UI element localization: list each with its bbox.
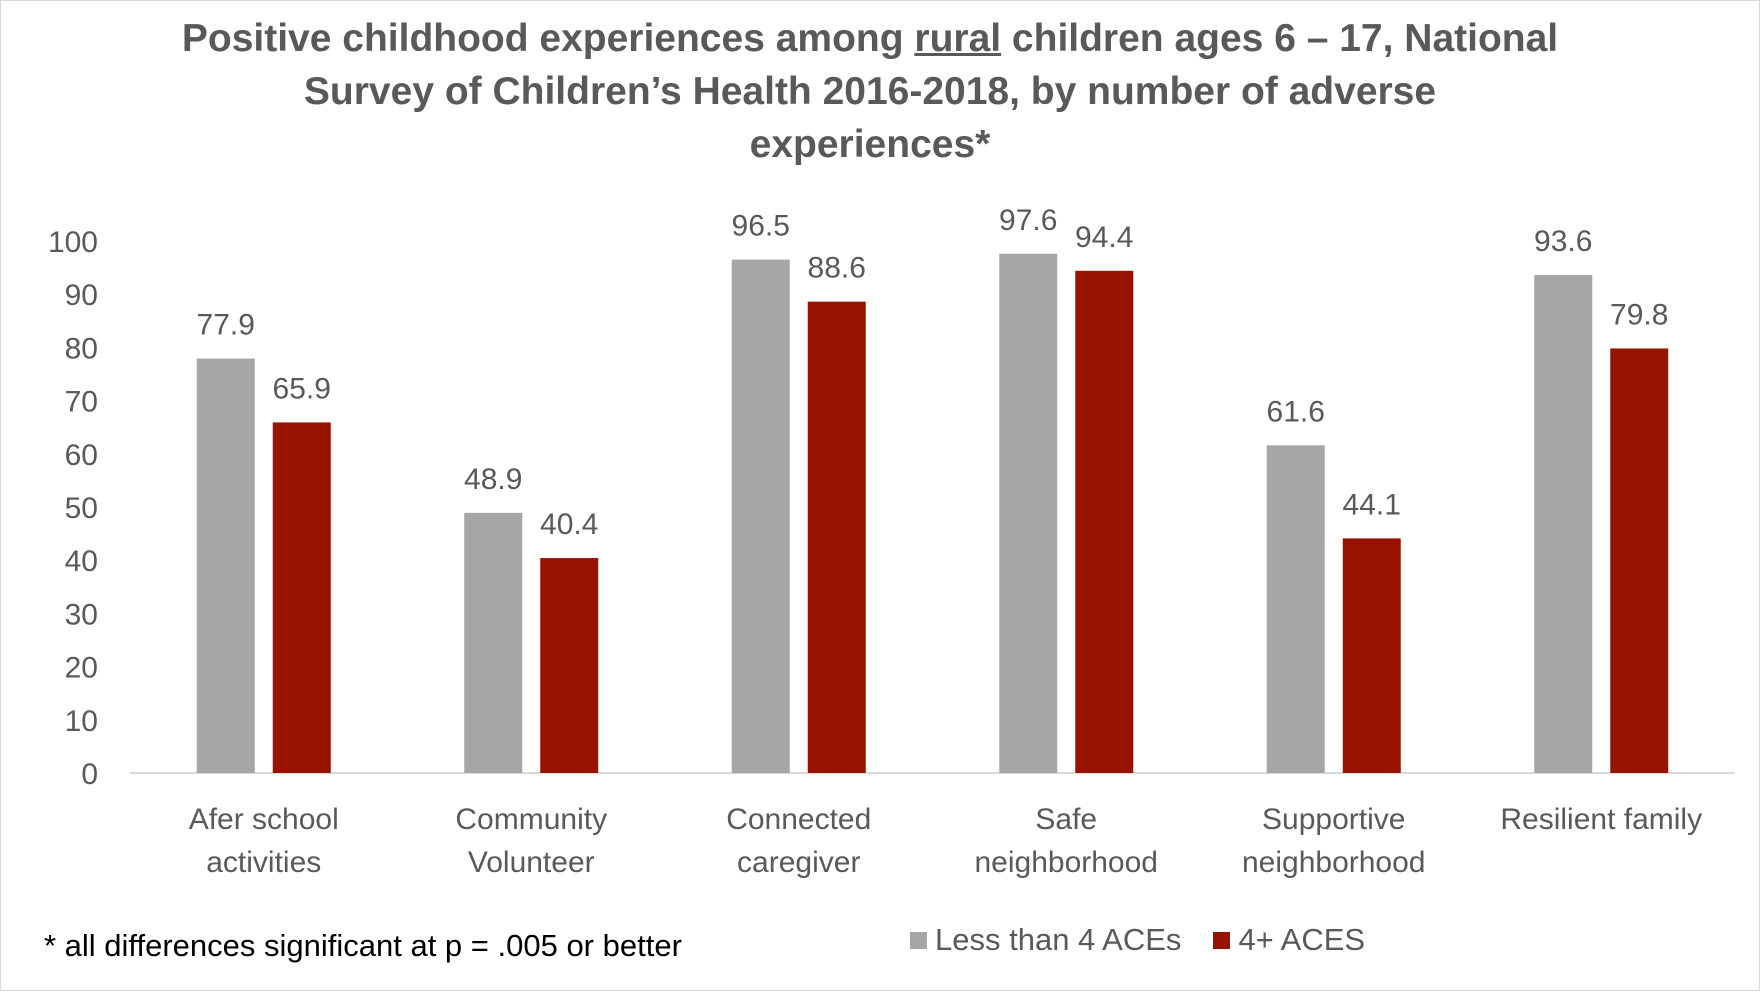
x-tick-label: caregiver xyxy=(737,846,860,879)
chart-title: Positive childhood experiences among rur… xyxy=(0,12,1740,171)
x-tick-label: Supportive xyxy=(1262,803,1405,836)
data-label: 93.6 xyxy=(1534,225,1592,258)
y-tick-label: 40 xyxy=(65,545,98,578)
title-line-2: Survey of Children’s Health 2016-2018, b… xyxy=(303,70,1437,113)
data-label: 65.9 xyxy=(273,372,331,405)
x-tick-label: Community xyxy=(455,803,607,836)
bar xyxy=(731,259,790,773)
x-tick-label: Volunteer xyxy=(468,846,595,879)
bar xyxy=(1534,275,1593,773)
legend-swatch-4plus xyxy=(1213,931,1231,949)
y-tick-label: 100 xyxy=(48,226,98,259)
data-label: 61.6 xyxy=(1267,395,1325,428)
x-tick-label: activities xyxy=(206,846,321,879)
x-tick-label: Safe xyxy=(1035,803,1097,836)
y-tick-label: 30 xyxy=(65,598,98,631)
bar xyxy=(272,422,331,773)
bar xyxy=(540,558,599,773)
bar xyxy=(196,358,255,773)
data-label: 79.8 xyxy=(1610,298,1668,331)
legend-label-less-than-4: Less than 4 ACEs xyxy=(935,922,1182,957)
data-label: 94.4 xyxy=(1075,221,1133,254)
data-label: 88.6 xyxy=(808,252,866,285)
y-tick-label: 60 xyxy=(65,439,98,472)
x-tick-label: Afer school xyxy=(189,803,339,836)
bar-chart: 0 10 20 30 40 50 60 70 80 90 100 77.9 48.9 96.5 97.6 61… xyxy=(48,204,1735,879)
bar xyxy=(999,253,1058,773)
title-text-1: Positive childhood experiences among xyxy=(181,17,915,60)
title-line-3: experiences* xyxy=(749,123,991,166)
data-label: 44.1 xyxy=(1343,488,1401,521)
legend: Less than 4 ACEs 4+ ACES xyxy=(910,922,1397,958)
bar xyxy=(1610,348,1669,773)
y-tick-label: 50 xyxy=(65,492,98,525)
y-tick-label: 20 xyxy=(65,652,98,685)
data-label: 77.9 xyxy=(197,309,255,342)
legend-swatch-less-than-4 xyxy=(910,931,927,949)
y-tick-label: 10 xyxy=(65,705,98,738)
bar xyxy=(1342,538,1401,773)
title-text-2: children ages 6 – 17, National xyxy=(1001,17,1559,60)
legend-label-4plus: 4+ ACES xyxy=(1238,922,1366,957)
data-label: 48.9 xyxy=(464,463,522,496)
legend-item-less-than-4: Less than 4 ACEs xyxy=(910,922,1181,958)
bar xyxy=(1266,445,1325,773)
data-label: 40.4 xyxy=(540,508,598,541)
x-tick-label: Connected xyxy=(726,803,871,836)
y-tick-label: 70 xyxy=(65,386,98,419)
title-underlined-word: rural xyxy=(914,17,1002,60)
data-label: 96.5 xyxy=(732,210,790,243)
y-tick-label: 90 xyxy=(65,279,98,312)
x-tick-label: neighborhood xyxy=(1242,846,1426,879)
x-tick-label: Resilient family xyxy=(1500,803,1702,836)
bar xyxy=(1075,270,1134,773)
y-tick-label: 0 xyxy=(81,758,98,791)
x-tick-label: neighborhood xyxy=(974,846,1158,879)
y-tick-label: 80 xyxy=(65,332,98,365)
bar xyxy=(464,512,523,773)
data-label: 97.6 xyxy=(999,204,1057,237)
footnote: * all differences significant at p = .00… xyxy=(44,928,682,963)
legend-item-4plus: 4+ ACES xyxy=(1213,922,1365,958)
bar xyxy=(807,301,866,773)
